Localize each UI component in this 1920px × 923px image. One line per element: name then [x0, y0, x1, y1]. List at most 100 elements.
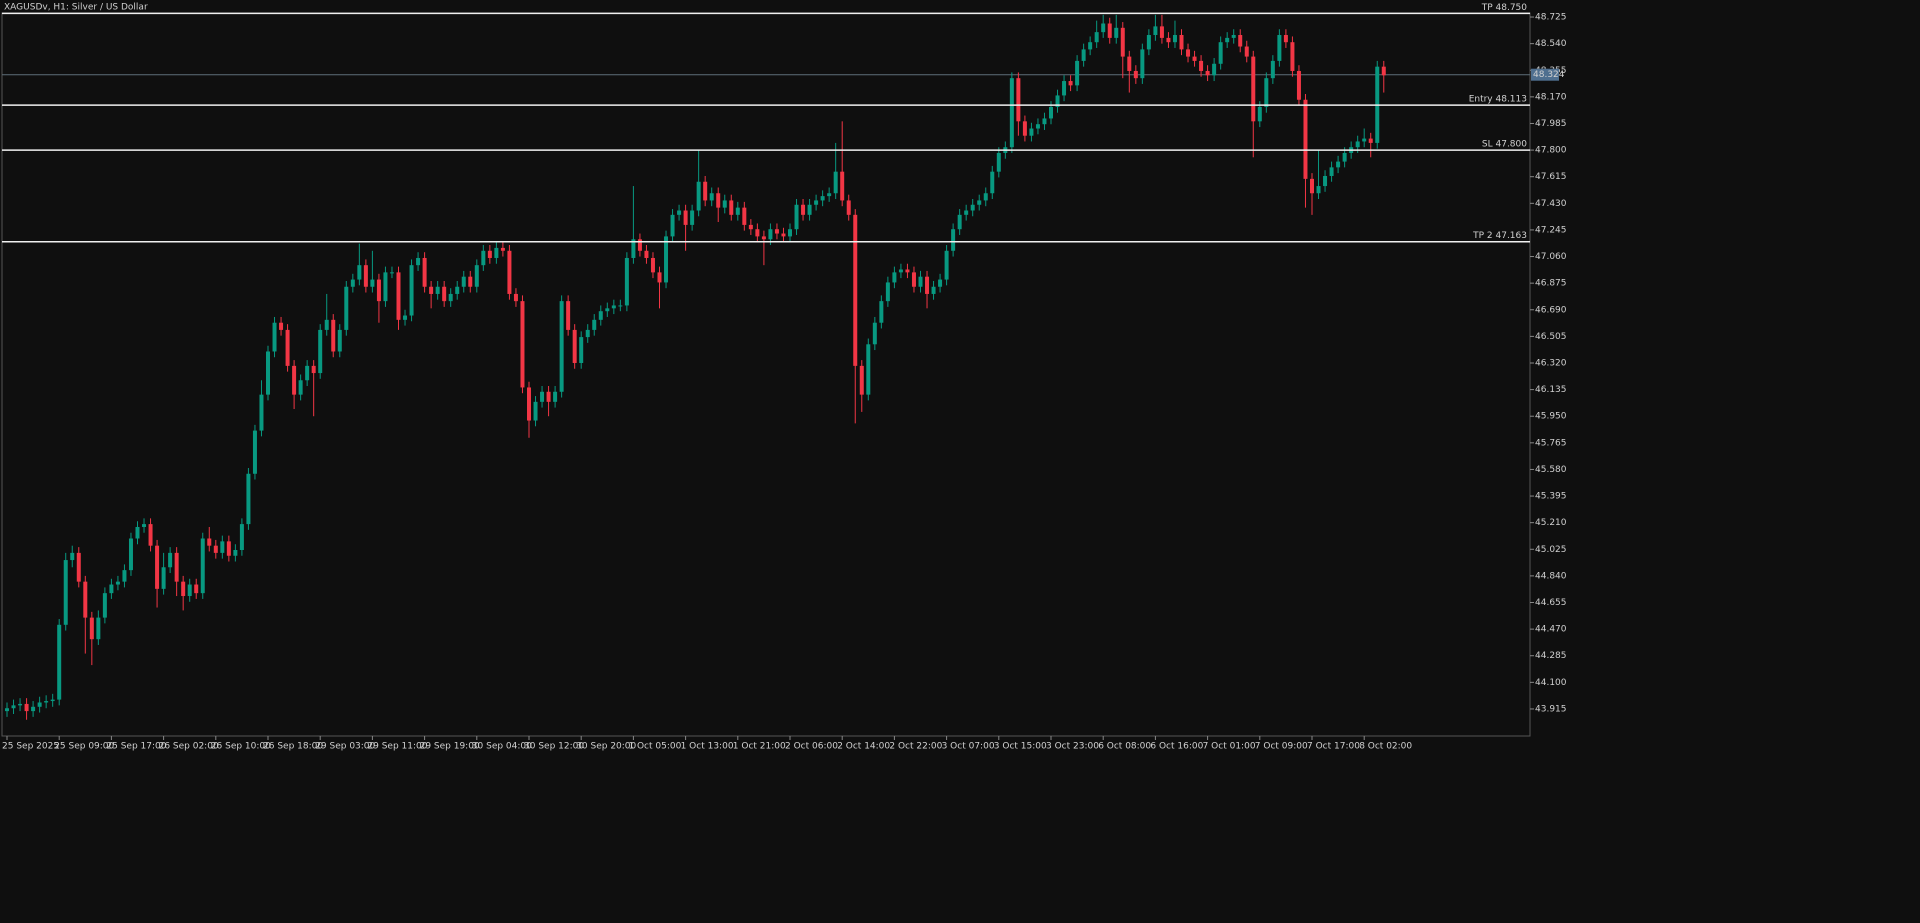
x-tick-label: 30 Sep 12:00: [524, 742, 584, 752]
candle-body: [1270, 60, 1275, 79]
candle-body: [161, 567, 166, 589]
y-tick-label: 46.690: [1535, 305, 1567, 315]
x-tick-label: 6 Oct 16:00: [1150, 742, 1203, 752]
candle-body: [1231, 35, 1236, 38]
candle-body: [905, 269, 910, 273]
candle-body: [461, 276, 466, 287]
candle-body: [383, 272, 388, 302]
candle-body: [363, 265, 368, 287]
x-tick-label: 26 Sep 02:00: [159, 742, 219, 752]
candle-body: [696, 181, 701, 211]
candle-body: [520, 301, 525, 388]
y-tick-label: 47.615: [1535, 172, 1567, 182]
candle-body: [624, 257, 629, 306]
candle-body: [298, 380, 303, 395]
y-tick-label: 43.915: [1535, 704, 1567, 714]
candle-body: [1381, 66, 1386, 76]
candle-body: [892, 272, 897, 283]
candle-body: [722, 200, 727, 208]
candle-body: [50, 699, 55, 702]
candle-body: [135, 526, 140, 539]
candle-body: [481, 250, 486, 266]
candle-body: [827, 193, 832, 197]
x-tick-label: 26 Sep 18:00: [263, 742, 323, 752]
y-tick-label: 47.800: [1535, 146, 1567, 156]
candle-body: [1133, 70, 1138, 79]
y-tick-label: 45.580: [1535, 465, 1567, 475]
candle-body: [1120, 27, 1125, 57]
candle-body: [540, 391, 545, 402]
candle-body: [1140, 49, 1145, 79]
candle-body: [611, 305, 616, 309]
candle-body: [677, 210, 682, 215]
candle-body: [657, 272, 662, 283]
candle-body: [1283, 35, 1288, 43]
candle-body: [239, 524, 244, 550]
candle-body: [187, 584, 192, 597]
candle-body: [846, 200, 851, 215]
candle-body: [429, 286, 434, 294]
candle-body: [1316, 186, 1321, 194]
candle-body: [259, 394, 264, 431]
level-label: SL 47.800: [1482, 140, 1527, 150]
candle-body: [977, 200, 982, 205]
candle-body: [1035, 124, 1040, 129]
candle-body: [546, 391, 551, 402]
candle-body: [109, 584, 114, 594]
candle-body: [396, 272, 401, 320]
candle-body: [344, 286, 349, 330]
candle-body: [670, 214, 675, 237]
candle-body: [1264, 78, 1269, 107]
candle-body: [898, 269, 903, 273]
candle-body: [859, 365, 864, 395]
candle-body: [422, 257, 427, 287]
candle-body: [553, 391, 558, 402]
x-tick-label: 8 Oct 02:00: [1359, 742, 1412, 752]
candle-body: [1186, 49, 1191, 57]
candle-body: [735, 207, 740, 215]
candle-body: [533, 401, 538, 421]
candle-body: [1310, 178, 1314, 194]
candle-body: [1225, 37, 1230, 43]
candle-body: [1329, 167, 1334, 176]
candle-body: [801, 204, 806, 215]
y-tick-label: 48.540: [1535, 39, 1567, 49]
candle-body: [833, 171, 838, 194]
candle-body: [1062, 81, 1067, 96]
candle-body: [1146, 35, 1151, 50]
x-tick-label: 1 Oct 21:00: [733, 742, 786, 752]
candle-body: [788, 229, 792, 237]
candle-body: [1355, 141, 1360, 148]
candle-body: [1205, 70, 1210, 76]
x-tick-label: 1 Oct 13:00: [681, 742, 734, 752]
candle-body: [1068, 81, 1073, 86]
candle-body: [494, 247, 499, 258]
candle-body: [605, 308, 610, 312]
y-tick-label: 46.505: [1535, 332, 1567, 342]
candle-body: [1101, 23, 1106, 33]
candle-body: [174, 552, 179, 582]
candle-body: [272, 322, 277, 352]
candle-body: [1094, 32, 1099, 43]
candle-body: [357, 265, 362, 280]
candle-body: [1009, 78, 1014, 148]
candle-body: [918, 276, 923, 287]
candle-body: [761, 236, 766, 240]
candle-body: [644, 250, 649, 258]
candle-body: [664, 236, 669, 283]
candle-body: [1342, 152, 1347, 162]
candle-body: [1199, 60, 1204, 71]
candle-body: [983, 193, 988, 201]
candle-body: [213, 545, 218, 553]
candle-body: [155, 545, 160, 589]
candle-body: [1303, 99, 1308, 179]
candle-body: [507, 250, 512, 294]
candle-body: [207, 538, 212, 546]
candle-body: [1212, 63, 1217, 76]
candle-body: [76, 552, 81, 582]
candle-body: [1159, 26, 1164, 38]
candle-body: [1107, 23, 1112, 38]
y-tick-label: 45.765: [1535, 438, 1567, 448]
candle-body: [840, 171, 845, 201]
y-tick-label: 44.840: [1535, 571, 1567, 581]
